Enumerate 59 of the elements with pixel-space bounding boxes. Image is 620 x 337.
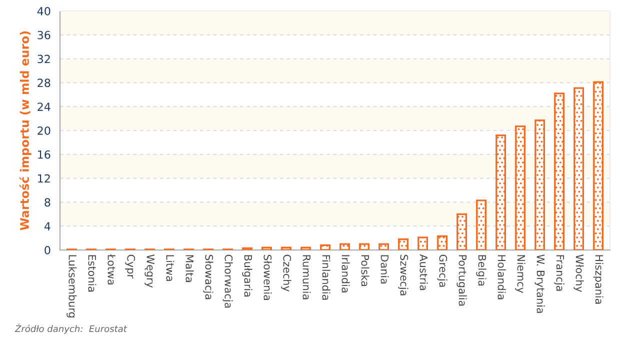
y-axis-title: Wartość importu (w mld euro): [19, 31, 32, 230]
x-tick-label: W. Brytania: [534, 254, 545, 313]
bar: [418, 236, 428, 250]
bar: [359, 243, 370, 250]
x-tick-label: Niemcy: [515, 255, 526, 293]
x-tick-label: Holandia: [498, 255, 506, 300]
x-tick-label: Szwecja: [398, 254, 408, 296]
x-tick-label: Francja: [554, 255, 564, 291]
x-tick-label: Estonia: [88, 255, 96, 292]
y-tick-label: 8: [44, 198, 50, 207]
x-tick-label: Słowenia: [264, 254, 272, 300]
bar: [300, 246, 311, 250]
bar: [437, 235, 448, 250]
y-tick-label: 24: [38, 102, 50, 111]
bar: [320, 244, 330, 250]
x-tick-label: Portugalia: [456, 255, 467, 306]
bar: [496, 134, 506, 250]
x-tick-label: Irlandia: [342, 255, 350, 292]
x-tick-label: Polska: [361, 255, 370, 286]
x-tick-label: Węgry: [144, 254, 154, 288]
x-tick-label: Bułgaria: [242, 255, 252, 296]
x-tick-label: Malta: [186, 255, 194, 282]
x-tick-label: Czechy: [281, 254, 292, 292]
y-tick-label: 4: [44, 222, 50, 230]
bar: [281, 246, 292, 250]
text: Źródło danych: Eurostat: [14, 324, 128, 334]
y-tick-label: 12: [38, 174, 50, 183]
x-tick-label: Słowacja: [203, 254, 214, 300]
y-tick-label: 16: [38, 150, 50, 159]
bar: [515, 125, 526, 250]
x-tick-label: Chorwacja: [222, 254, 233, 308]
x-tick-label: Rumunia: [302, 255, 311, 300]
bar: [398, 238, 408, 250]
y-tick-label: 36: [38, 30, 50, 40]
y-tick-label: 20: [38, 126, 50, 135]
x-tick-label: Belgia: [476, 255, 486, 286]
y-tick-label: 40: [37, 6, 50, 16]
x-tick-label: Austria: [420, 254, 428, 290]
x-tick-label: Grecja: [437, 254, 448, 287]
x-tick-label: Finlandia: [322, 255, 330, 300]
x-tick-label: Hiszpania: [593, 255, 604, 304]
x-tick-label: Litwa: [166, 255, 174, 281]
bar: [456, 213, 467, 250]
y-tick-label: 28: [38, 78, 50, 88]
bar: [534, 120, 546, 250]
x-tick-label: Włochy: [574, 254, 584, 292]
bar: [476, 200, 486, 250]
x-tick-label: Dania: [380, 255, 389, 284]
x-tick-label: Cypr: [125, 254, 136, 278]
x-tick-label: Luksemburg: [66, 255, 77, 318]
bar: [340, 243, 350, 250]
bar: [593, 81, 604, 250]
bar: [378, 243, 389, 250]
x-tick-label: Łotwa: [108, 254, 116, 284]
y-tick-label: 32: [38, 54, 50, 64]
y-tick-label: 0: [44, 246, 50, 254]
bar: [574, 87, 584, 250]
bar: [262, 246, 272, 250]
bar: [554, 92, 565, 250]
